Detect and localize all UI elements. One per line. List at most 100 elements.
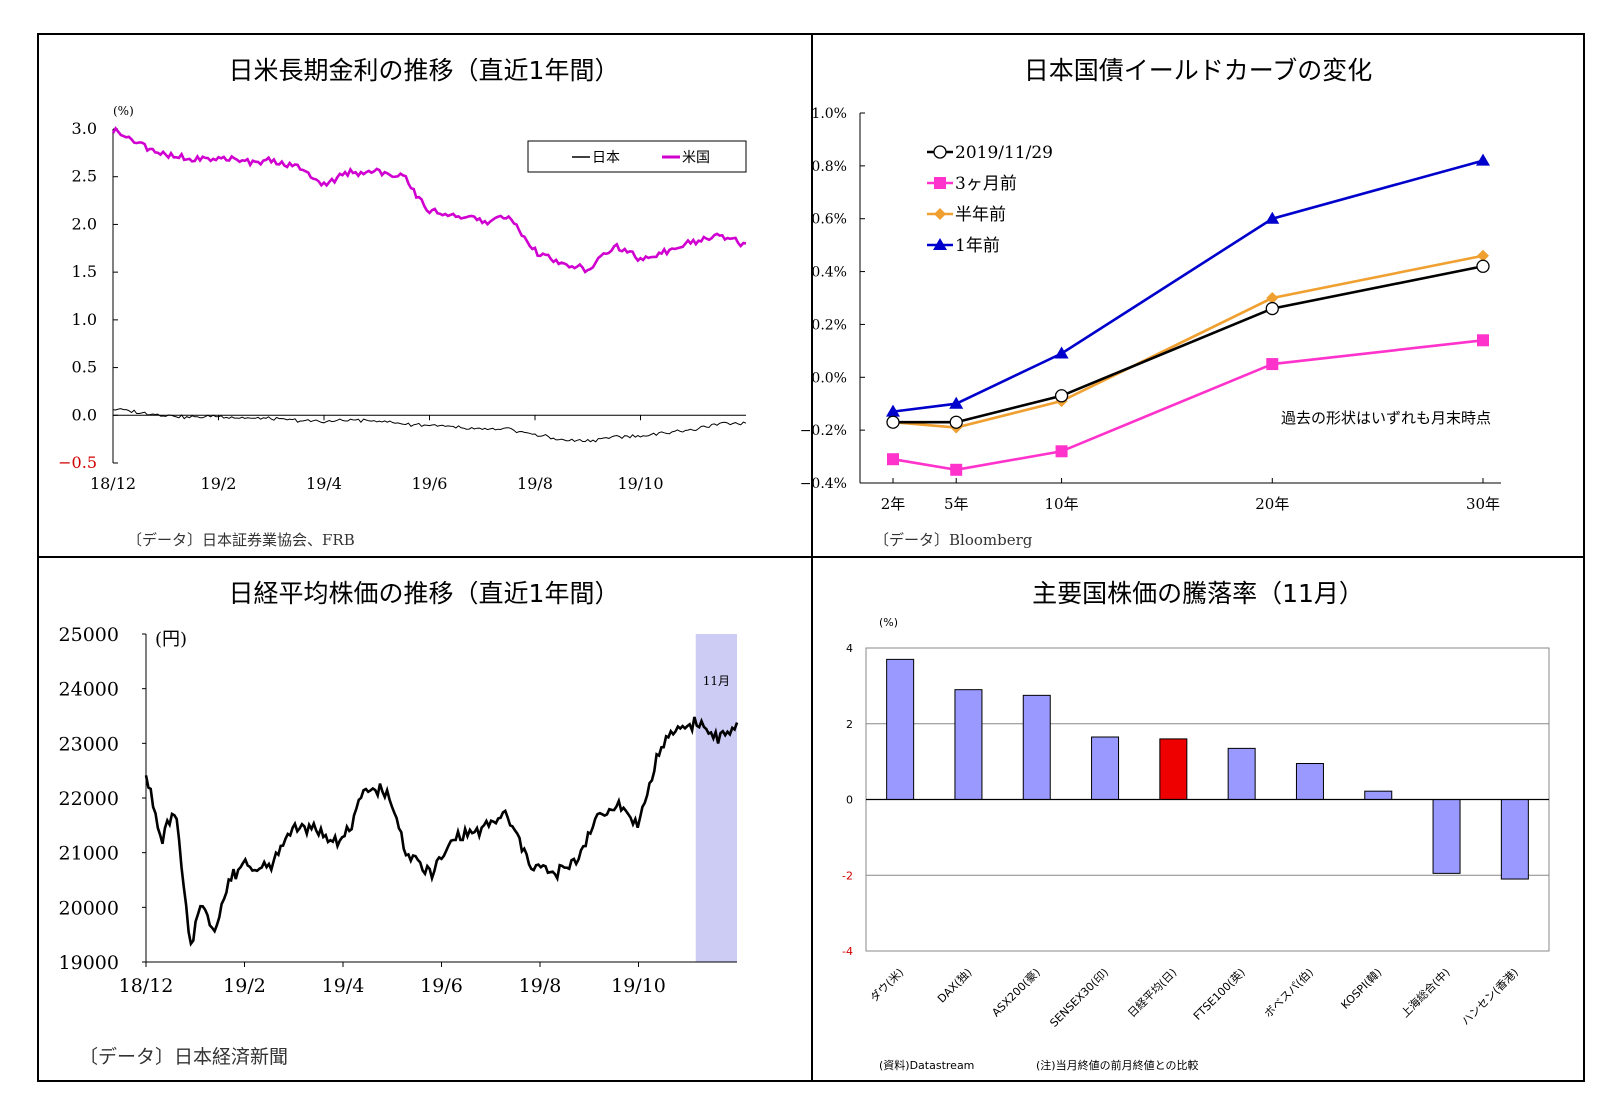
yield-source: 〔データ〕Bloomberg: [874, 531, 1033, 549]
stocks-bar: [1022, 694, 1051, 800]
stocks-source-right: (注)当月終値の前月終値との比較: [1036, 1058, 1198, 1072]
rates-y-tick-label: 2.0: [72, 214, 97, 233]
nikkei-title: 日経平均株価の推移（直近1年間）: [228, 579, 620, 608]
rates-title: 日米長期金利の推移（直近1年間）: [228, 56, 620, 85]
nikkei-panel: 日経平均株価の推移（直近1年間） (円) 11月 25000 24000 23000 2…: [37, 556, 811, 1082]
rates-y-tick-label: −0.5: [58, 453, 97, 472]
stocks-source-left: (資料)Datastream: [879, 1058, 974, 1072]
yield-data-point: [887, 453, 899, 466]
nikkei-x-tick-label: 19/6: [420, 975, 463, 997]
yield-legend-marker: [933, 238, 947, 250]
stocks-bar: [1227, 747, 1256, 800]
yield-data-point: [886, 415, 900, 429]
yield-y-tick-label: 0.8%: [811, 159, 847, 175]
yield-y-tick-label: 0.4%: [811, 265, 847, 281]
nikkei-y-tick-label: 20000: [59, 897, 119, 919]
yield-x-tick-label: 20年: [1255, 495, 1289, 513]
rates-source: 〔データ〕日本証券業協会、FRB: [127, 531, 355, 549]
nikkei-x-tick-label: 19/2: [223, 975, 266, 997]
rates-x-tick-label: 18/12: [90, 474, 136, 493]
nikkei-x-tick-label: 19/4: [322, 975, 365, 997]
nikkei-highlight-band: [695, 634, 737, 962]
rates-x-tick-label: 19/6: [412, 474, 448, 493]
stocks-bar: [1432, 799, 1461, 874]
yield-data-point: [1265, 301, 1279, 316]
stocks-bar: [954, 689, 983, 801]
yield-x-tick-label: 2年: [881, 495, 906, 513]
yield-y-tick-label: 0.6%: [811, 212, 847, 228]
stocks-y-tick-label: 0: [846, 794, 853, 807]
yield-data-point: [949, 396, 964, 409]
stocks-x-tick-label: FTSE100(英): [1190, 965, 1248, 1023]
stocks-title: 主要国株価の騰落率（11月）: [1032, 579, 1364, 608]
rates-x-tick-label: 19/8: [517, 474, 553, 493]
panel-divider-horizontal: [37, 556, 1585, 558]
rates-x-tick-label: 19/2: [201, 474, 237, 493]
yield-series-line: [892, 159, 1484, 413]
nikkei-x-tick-label: 18/12: [119, 975, 174, 997]
stocks-bar: [1364, 790, 1393, 800]
rates-y-tick-label: 1.5: [72, 262, 97, 281]
rates-chart: (%) 3.0 2.5 2.0 1.5 1.0 0.5 0.0 −0.5 18/12 19/2 19…: [58, 104, 747, 493]
rates-y-tick-label: 2.5: [72, 167, 97, 186]
nikkei-y-tick-label: 24000: [59, 679, 119, 701]
yield-x-tick-label: 5年: [944, 495, 969, 513]
rates-legend-label: 米国: [682, 150, 710, 166]
yield-chart: 過去の形状はいずれも月末時点 1.0% 0.8% 0.6% 0.4% 0.2% 0.0% −…: [800, 106, 1501, 513]
stocks-x-tick-label: 日経平均(日): [1125, 966, 1179, 1020]
yield-y-tick-label: 0.0%: [811, 370, 847, 386]
rates-y-tick-label: 0.0: [72, 405, 97, 424]
yield-legend-marker: [934, 208, 946, 220]
stocks-bar: [1500, 799, 1529, 880]
yield-title: 日本国債イールドカーブの変化: [1023, 56, 1373, 85]
yield-data-point: [886, 404, 900, 417]
nikkei-y-tick-label: 25000: [59, 624, 119, 646]
yield-data-point: [1054, 346, 1069, 359]
nikkei-x-tick-label: 19/8: [519, 975, 562, 997]
stocks-x-tick-label: ハンセン(香港): [1459, 966, 1521, 1028]
stocks-y-tick-label: 4: [846, 642, 853, 655]
stocks-y-tick-label: -2: [842, 869, 853, 882]
yield-note: 過去の形状はいずれも月末時点: [1281, 409, 1491, 427]
stocks-bar: [1091, 736, 1120, 801]
yield-legend-label: 3ヶ月前: [955, 174, 1017, 194]
yield-legend-label: 1年前: [955, 236, 1000, 256]
nikkei-series-line: [144, 716, 739, 947]
yield-data-point: [1265, 211, 1280, 224]
rates-panel: 日米長期金利の推移（直近1年間） (%) 3.0 2.5 2.0 1.5 1.0 0.5 0…: [37, 33, 811, 556]
yield-panel: 日本国債イールドカーブの変化 過去の形状はいずれも月末時点 1.0% 0.8% 0.…: [800, 33, 1585, 556]
rates-y-tick-label: 1.0: [72, 310, 97, 329]
rates-legend-box: [527, 140, 747, 173]
nikkei-y-tick-label: 23000: [59, 733, 119, 755]
rates-series-line-japan: [112, 408, 747, 443]
stocks-chart: (%) (資料)Datastream (注)当月終値の前月終値との比較 4 2 0 -…: [842, 616, 1550, 1072]
nikkei-y-tick-label: 22000: [59, 788, 119, 810]
yield-y-tick-label: −0.2%: [800, 423, 847, 439]
yield-x-tick-label: 30年: [1466, 495, 1500, 513]
rates-y-tick-label: 3.0: [72, 119, 97, 138]
stocks-panel: 主要国株価の騰落率（11月） (%) (資料)Datastream (注)当月終…: [811, 556, 1585, 1082]
yield-y-tick-label: −0.4%: [800, 476, 847, 492]
stocks-bar: [1159, 738, 1188, 800]
yield-data-point: [1476, 153, 1490, 166]
nikkei-unit: (円): [155, 629, 187, 650]
yield-legend-label: 半年前: [955, 205, 1006, 225]
nikkei-x-tick-label: 19/10: [611, 975, 666, 997]
yield-data-point: [950, 463, 963, 476]
yield-legend-marker: [933, 145, 947, 159]
stocks-x-tick-label: ASX200(豪): [989, 965, 1043, 1019]
stocks-bar: [886, 658, 915, 800]
rates-x-tick-label: 19/4: [306, 474, 342, 493]
yield-data-point: [1055, 445, 1068, 458]
yield-y-tick-label: 1.0%: [811, 106, 847, 122]
rates-series-line-us: [111, 126, 747, 274]
yield-series-line: [892, 338, 1484, 472]
yield-data-point: [1477, 249, 1489, 262]
rates-x-tick-label: 19/10: [617, 474, 663, 493]
rates-unit: (%): [113, 104, 134, 118]
yield-data-point: [1054, 389, 1069, 403]
stocks-bar: [1295, 763, 1324, 801]
stocks-x-tick-label: ボベスパ(伯): [1261, 965, 1316, 1020]
nikkei-y-tick-label: 19000: [59, 952, 119, 974]
yield-data-point: [949, 415, 963, 429]
